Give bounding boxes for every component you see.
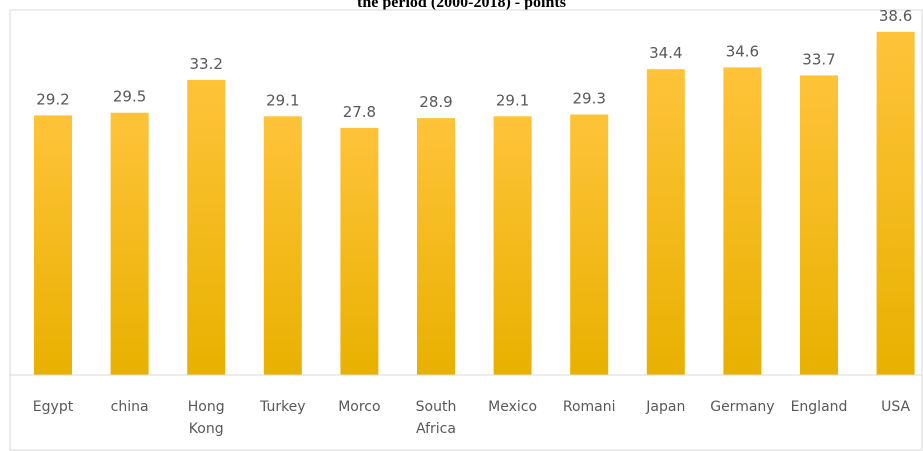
data-label: 38.6: [879, 7, 912, 25]
bar-usa: [876, 31, 915, 376]
chart-title: the period (2000-2018) - points: [357, 0, 566, 11]
category-label: Hong: [188, 399, 225, 415]
data-label: 29.1: [496, 91, 529, 109]
bar-germany: [723, 67, 762, 376]
category-label: Egypt: [33, 399, 74, 415]
category-label: USA: [881, 399, 910, 415]
data-label: 29.3: [572, 90, 605, 108]
category-label: England: [791, 399, 848, 415]
chart-border: [9, 9, 923, 451]
data-label: 34.6: [726, 42, 759, 60]
category-label: china: [111, 399, 149, 415]
data-label: 29.2: [36, 90, 69, 108]
category-label: South: [416, 399, 457, 415]
category-label: Germany: [710, 399, 774, 415]
data-label: 29.1: [266, 91, 299, 109]
category-label: Mexico: [488, 399, 537, 415]
bar-morco: [340, 127, 379, 376]
bar-china: [110, 112, 149, 375]
bar-mexico: [493, 116, 532, 376]
bar-turkey: [263, 116, 302, 376]
bar-south-africa: [417, 118, 455, 375]
bar-japan: [646, 69, 685, 375]
data-label: 34.4: [649, 44, 682, 62]
bar-england: [800, 75, 838, 376]
category-label: Morco: [338, 399, 380, 415]
data-label: 33.7: [802, 50, 835, 68]
data-label: 28.9: [419, 93, 452, 111]
category-label: Africa: [416, 421, 456, 437]
category-label: Turkey: [259, 399, 306, 415]
category-label: Kong: [189, 421, 224, 437]
bar-romani: [570, 114, 609, 375]
data-label: 33.2: [189, 55, 222, 73]
category-label: Japan: [645, 399, 685, 415]
category-label: Romani: [563, 399, 616, 415]
data-label: 29.5: [113, 88, 146, 106]
bar-egypt: [34, 115, 72, 376]
bar-hong-kong: [187, 79, 226, 376]
data-label: 27.8: [343, 103, 376, 121]
